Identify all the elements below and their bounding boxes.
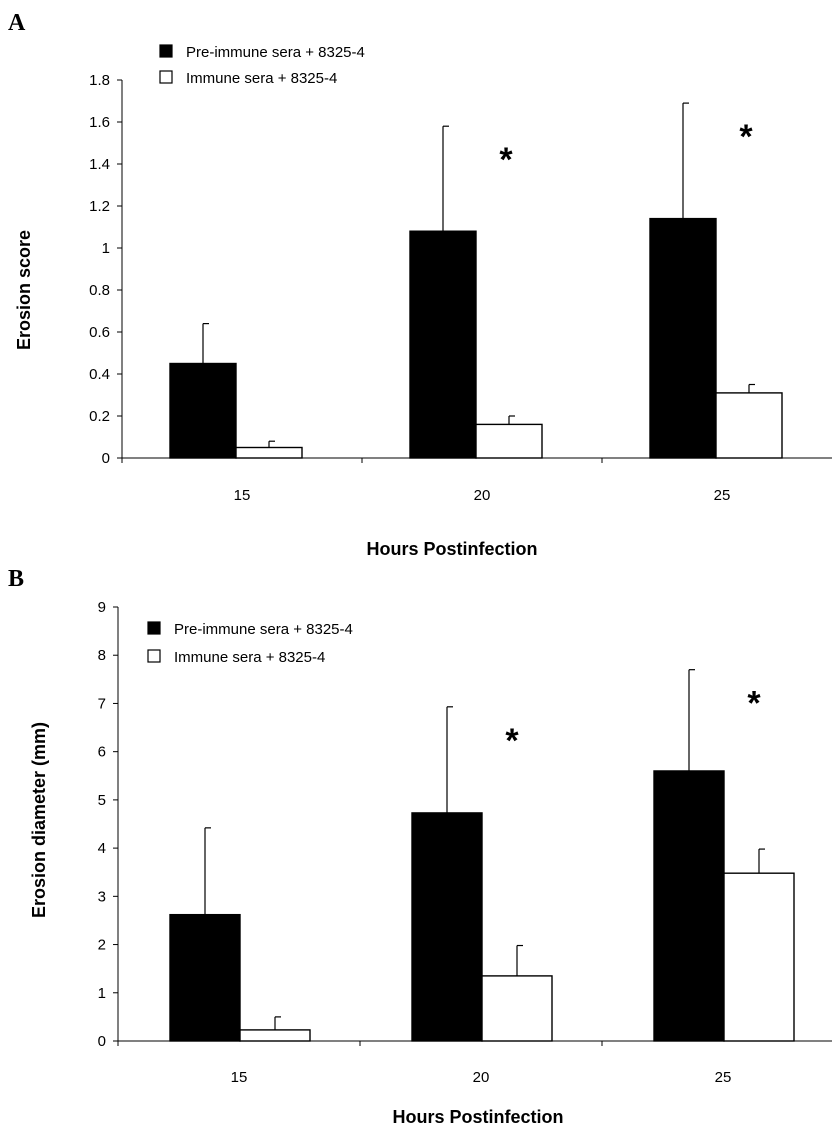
panel-b-y-tick-label: 0 (98, 1033, 106, 1050)
panel-b-bar (653, 770, 725, 1042)
panel-b-legend-label: Immune sera + 8325-4 (174, 649, 325, 666)
panel-b-y-tick-label: 9 (98, 599, 106, 616)
panel-a-y-tick-label: 1.4 (89, 156, 110, 173)
panel-b-ylabel: Erosion diameter (mm) (29, 722, 49, 918)
panel-b-y-tick-label: 8 (98, 647, 106, 664)
panel-a-xlabel: Hours Postinfection (366, 539, 537, 559)
panel-b-x-tick-label: 25 (715, 1069, 732, 1086)
panel-b-y-tick-label: 6 (98, 744, 106, 761)
panel-b-significance-star: * (747, 685, 761, 723)
panel-b-plot: 0 1 2 3 4 5 6 7 8 9 15 20 25 * * Pre-immune sera + 8325… (98, 599, 832, 1086)
panel-a-x-tick-label: 20 (474, 487, 491, 504)
panel-a-bar (715, 392, 783, 459)
panel-a-y-tick-label: 0.2 (89, 408, 110, 425)
panel-a-letter: A (8, 10, 26, 36)
panel-b-legend-swatch (147, 649, 161, 663)
panel-a-significance-star: * (739, 118, 753, 156)
panel-b-x-tick-label: 15 (231, 1069, 248, 1086)
panel-a-bar (475, 423, 543, 459)
panel-a-ylabel: Erosion score (14, 230, 34, 350)
panel-b-bar (481, 975, 553, 1042)
panel-a-bar (409, 230, 477, 459)
panel-a-legend-label: Immune sera + 8325-4 (186, 70, 337, 87)
panel-a-y-tick-label: 0 (102, 450, 110, 467)
panel-b-legend-swatch (147, 621, 161, 635)
panel-a-y-tick-label: 1 (102, 240, 110, 257)
panel-a-x-tick-label: 25 (714, 487, 731, 504)
panel-b-bar (723, 872, 795, 1042)
panel-b-bar (239, 1029, 311, 1042)
panel-b-y-tick-label: 1 (98, 985, 106, 1002)
panel-b-significance-star: * (505, 722, 519, 760)
panel-a-x-tick-label: 15 (234, 487, 251, 504)
panel-a-y-tick-label: 0.8 (89, 282, 110, 299)
panel-b-letter: B (8, 566, 24, 592)
panel-b-xlabel: Hours Postinfection (392, 1107, 563, 1127)
panel-b-y-tick-label: 7 (98, 695, 106, 712)
panel-a-bar (235, 446, 303, 459)
panel-a-legend-swatch (159, 70, 173, 84)
panel-a-bar (169, 362, 237, 459)
panel-a-y-tick-label: 0.4 (89, 366, 110, 383)
panel-b-legend-label: Pre-immune sera + 8325-4 (174, 621, 353, 638)
panel-a-significance-star: * (499, 141, 513, 179)
panel-b-bar (411, 812, 483, 1042)
panel-b-y-tick-label: 3 (98, 888, 106, 905)
panel-a-legend-swatch (159, 44, 173, 58)
panel-a-y-tick-label: 0.6 (89, 324, 110, 341)
panel-b-x-tick-label: 20 (473, 1069, 490, 1086)
panel-a-y-tick-label: 1.6 (89, 114, 110, 131)
panel-b-y-tick-label: 2 (98, 937, 106, 954)
panel-a-legend-label: Pre-immune sera + 8325-4 (186, 44, 365, 61)
panel-a-bar (649, 217, 717, 459)
panel-b-y-tick-label: 4 (98, 840, 106, 857)
panel-a-y-tick-label: 1.8 (89, 72, 110, 89)
panel-a-plot: 0 0.2 0.4 0.6 0.8 1 1.2 1.4 1.6 1.8 15 20 25 * * Pre-im… (89, 44, 832, 504)
panel-a-y-tick-label: 1.2 (89, 198, 110, 215)
panel-b-bar (169, 913, 241, 1042)
panel-b-y-tick-label: 5 (98, 792, 106, 809)
